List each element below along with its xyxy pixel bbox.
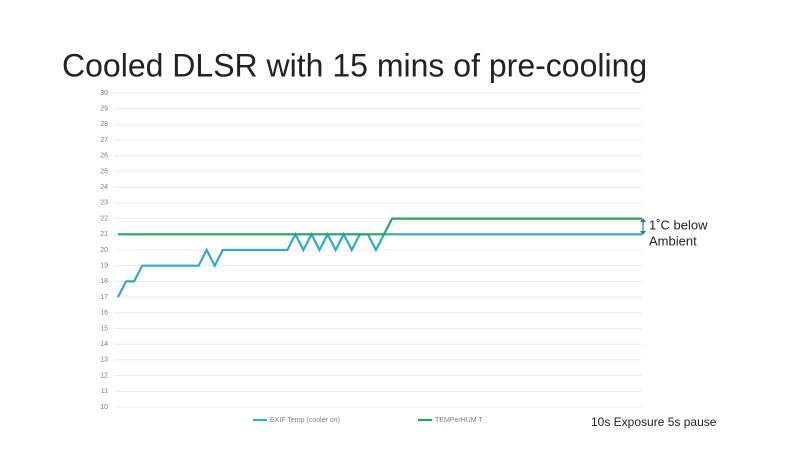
legend-label: EXIF Temp (cooler on) <box>270 417 340 424</box>
y-tick-label: 30 <box>100 90 108 97</box>
y-tick-label: 18 <box>100 278 108 285</box>
y-tick-label: 29 <box>100 106 108 113</box>
y-tick-label: 13 <box>100 357 108 364</box>
y-tick-label: 22 <box>100 215 108 222</box>
y-tick-label: 27 <box>100 137 108 144</box>
y-tick-label: 17 <box>100 294 108 301</box>
y-tick-label: 10 <box>100 404 108 411</box>
gap-arrow <box>640 218 646 235</box>
y-tick-label: 28 <box>100 121 108 128</box>
annotation: 10s Exposure 5s pause <box>591 415 717 429</box>
y-tick-label: 12 <box>100 372 108 379</box>
y-tick-label: 15 <box>100 325 108 332</box>
annotation: Ambient <box>649 233 697 248</box>
y-tick-label: 26 <box>100 153 108 160</box>
y-tick-label: 19 <box>100 263 108 270</box>
y-tick-label: 14 <box>100 341 108 348</box>
legend-label: TEMPerHUM T <box>435 417 483 424</box>
series-line <box>117 231 642 298</box>
y-tick-label: 25 <box>100 168 108 175</box>
y-tick-label: 16 <box>100 310 108 317</box>
y-tick-label: 20 <box>100 247 108 254</box>
annotation: 1˚C below <box>649 217 708 232</box>
arrow-heads <box>640 218 646 235</box>
y-tick-label: 21 <box>100 231 108 238</box>
y-tick-label: 23 <box>100 200 108 207</box>
chart-title: Cooled DLSR with 15 mins of pre-cooling <box>62 47 647 83</box>
y-tick-label: 11 <box>101 388 108 395</box>
y-tick-label: 24 <box>100 184 108 191</box>
series-line <box>118 217 642 236</box>
